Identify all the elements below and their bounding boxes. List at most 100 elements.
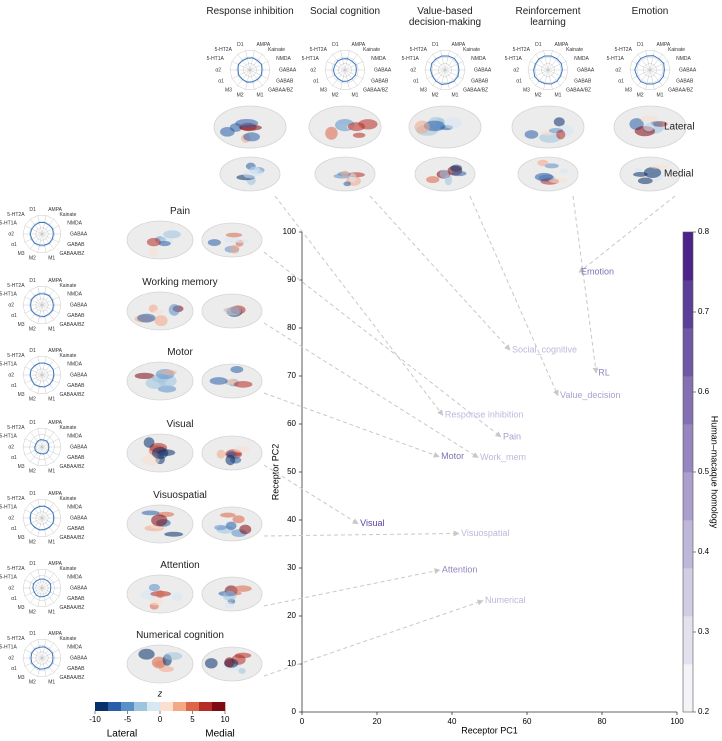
radar-axis-label: M3 xyxy=(18,251,25,257)
radar-spoke xyxy=(547,50,553,71)
radar-axis-label: Kainate xyxy=(566,47,583,53)
brain-activation xyxy=(154,315,168,327)
x-tick-label: 100 xyxy=(670,717,684,726)
brain-activation xyxy=(209,377,228,385)
panel-title: Numerical cognition xyxy=(136,630,224,641)
radar-spoke xyxy=(29,233,43,249)
radar-axis-label: D1 xyxy=(332,42,339,48)
y-tick-label: 90 xyxy=(287,275,296,284)
brain-activation xyxy=(534,172,554,182)
radar-spoke xyxy=(37,517,43,537)
radar-axis-label: GABAA xyxy=(577,67,595,73)
brain-activation xyxy=(340,170,350,178)
radar-spoke xyxy=(332,54,346,71)
brain-activation xyxy=(158,240,171,247)
y-tick-label: 60 xyxy=(287,419,296,428)
brain-activation xyxy=(225,454,236,466)
radar-axis-label: AMPA xyxy=(48,278,62,284)
radar-spoke xyxy=(24,587,43,597)
radar-spoke xyxy=(444,69,450,90)
radar-spoke xyxy=(344,69,358,86)
radar-axis-label: α2 xyxy=(513,67,519,73)
radar-spoke xyxy=(41,509,60,519)
colorbar-tick-label: 0.5 xyxy=(698,467,710,476)
brain-activation xyxy=(159,666,174,673)
brain-activation xyxy=(137,313,156,323)
radar-spoke xyxy=(41,360,55,376)
radar-axis-label: GABAB xyxy=(471,79,489,85)
brain-activation xyxy=(224,657,235,668)
radar-axis-label: α2 xyxy=(410,67,416,73)
radar-spoke xyxy=(41,374,55,390)
radar-axis-label: α1 xyxy=(11,242,17,248)
radar-axis-label: M2 xyxy=(29,540,36,546)
radar-spoke xyxy=(444,69,464,79)
brain-activation xyxy=(643,122,655,132)
radar-axis-label: M1 xyxy=(451,93,458,99)
radar-spoke xyxy=(631,61,651,71)
radar-profile xyxy=(30,646,54,670)
radar-spoke xyxy=(37,639,43,659)
radar-axis-label: M3 xyxy=(18,535,25,541)
radar-axis-label: 5-HT2A xyxy=(7,496,25,502)
radar-axis-label: 5-HT2A xyxy=(7,283,25,289)
brain-activation xyxy=(214,524,227,531)
radar-spoke xyxy=(41,428,47,448)
radar-axis-label: GABAA/BZ xyxy=(566,88,591,94)
radar-axis-label: NMDA xyxy=(574,56,589,62)
radar-spoke xyxy=(41,499,47,519)
radar-spoke xyxy=(426,69,446,79)
radar-profile xyxy=(430,55,460,85)
colorbar-bin xyxy=(683,664,693,713)
radar-axis-label: GABAB xyxy=(67,455,85,461)
panel-title: Response inhibition xyxy=(206,6,294,17)
radar-axis-label: α2 xyxy=(215,67,221,73)
brain-activation xyxy=(225,232,243,238)
x-tick-label: 0 xyxy=(300,717,305,726)
radar-axis-label: GABAA/BZ xyxy=(268,88,293,94)
radar-axis-label: 5-HT1A xyxy=(0,361,17,367)
radar-spoke xyxy=(41,446,55,462)
radar-spoke xyxy=(37,233,43,253)
radar-spoke xyxy=(432,69,446,86)
view-label: Medial xyxy=(664,169,693,180)
radar-spoke xyxy=(41,215,47,235)
radar-axis-label: AMPA xyxy=(656,42,670,48)
brain-activation xyxy=(149,598,164,606)
radar-spoke xyxy=(249,54,263,71)
brain-activation xyxy=(643,167,662,179)
radar-axis-label: GABAB xyxy=(276,79,294,85)
radar-axis-label: M3 xyxy=(18,675,25,681)
radar-axis-label: 5-HT2A xyxy=(7,636,25,642)
radar-spoke xyxy=(29,657,43,673)
radar-axis-label: 5-HT1A xyxy=(302,56,320,62)
radar-spoke xyxy=(547,69,567,79)
brain-activation xyxy=(151,514,168,527)
radar-axis-label: AMPA xyxy=(48,420,62,426)
brain-activation xyxy=(450,164,463,172)
radar-spoke xyxy=(645,69,651,90)
radar-spoke xyxy=(649,69,663,86)
radar-spoke xyxy=(37,374,43,394)
colorbar-bin xyxy=(683,280,693,329)
radar-axis-label: 5-HT2A xyxy=(7,353,25,359)
radar-spoke xyxy=(41,517,55,533)
radar-spoke xyxy=(631,69,651,79)
colorbar-bin xyxy=(683,376,693,425)
radar-axis-label: 5-HT1A xyxy=(402,56,420,62)
connector-arrow xyxy=(369,195,511,351)
radar-axis-label: GABAB xyxy=(371,79,389,85)
colorbar-tick-label: 0.8 xyxy=(698,227,710,236)
radar-axis-label: 5-HT2A xyxy=(310,47,328,53)
radar-spoke xyxy=(249,61,269,71)
radar-spoke xyxy=(41,657,60,667)
y-tick-label: 100 xyxy=(283,227,297,236)
radar-axis-label: α1 xyxy=(11,313,17,319)
radar-spoke xyxy=(637,54,651,71)
radar-spoke xyxy=(444,54,458,71)
radar-axis-label: Kainate xyxy=(59,283,76,289)
radar-spoke xyxy=(24,225,43,235)
radar-axis-label: GABAA/BZ xyxy=(59,322,84,328)
radar-profile xyxy=(237,57,263,83)
radar-axis-label: α1 xyxy=(218,79,224,85)
